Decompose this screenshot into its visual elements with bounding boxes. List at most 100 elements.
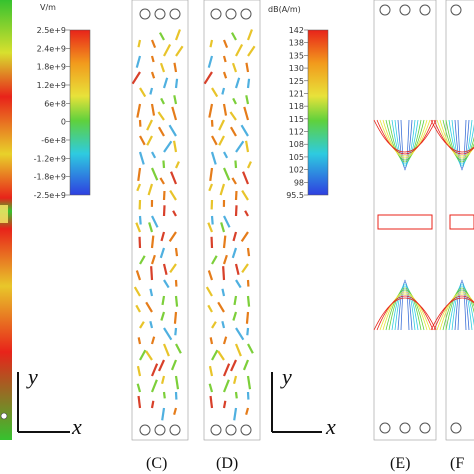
contour-line-3 [397, 281, 413, 331]
field-arrow-27 [240, 124, 249, 137]
field-arrow-62 [163, 279, 170, 289]
contour-line-15 [436, 293, 474, 331]
colorbar-right-tick-7: 115 [289, 115, 304, 124]
colorbar-right-tick-10: 105 [289, 153, 304, 162]
field-arrow-85 [222, 363, 231, 377]
field-arrow-64 [133, 286, 141, 297]
field-arrow-35 [246, 161, 252, 169]
field-arrow-15 [246, 78, 251, 89]
axis-label-x: x [71, 414, 82, 439]
field-arrow-61 [150, 266, 154, 281]
field-arrow-29 [151, 151, 157, 159]
field-arrow-38 [159, 177, 165, 185]
contour-line-11 [385, 289, 425, 331]
contour-line-11 [442, 289, 474, 331]
field-arrow-65 [149, 288, 154, 297]
field-arrow-35 [174, 161, 180, 169]
field-arrow-6 [235, 44, 244, 57]
colorbar-left-tick-3: 1.2e+9 [37, 81, 66, 90]
field-arrow-58 [162, 263, 168, 276]
field-arrow-39 [170, 171, 178, 185]
colorbar-left-tick-1: 2.4e+9 [37, 44, 66, 53]
field-arrow-83 [242, 359, 250, 371]
field-arrow-82 [158, 359, 166, 372]
field-arrow-64 [205, 286, 213, 297]
field-arrow-70 [160, 311, 166, 321]
field-arrow-5 [150, 55, 155, 63]
colorbar-right-tick-0: 142 [289, 26, 304, 35]
field-arrow-23 [171, 106, 178, 121]
colorbar-left-tick-8: -1.8e+9 [34, 173, 66, 182]
contour-hotspot [377, 214, 433, 230]
field-arrow-18 [232, 97, 237, 105]
field-arrow-60 [135, 270, 142, 281]
contour-line-0 [457, 119, 467, 171]
field-arrow-31 [172, 140, 178, 153]
colorbar-right-tick-8: 112 [289, 128, 304, 137]
colorbar-unit-right: dB(A/m) [268, 5, 301, 14]
axis-label-x-2: x [325, 414, 336, 439]
field-arrow-69 [145, 301, 153, 313]
field-arrow-13 [149, 87, 154, 95]
field-arrow-80 [139, 349, 147, 361]
field-arrow-54 [159, 247, 166, 259]
field-strip-b [0, 0, 12, 440]
field-arrow-15 [174, 78, 179, 89]
panel-label-f: (F [450, 455, 464, 472]
field-arrow-73 [221, 321, 226, 329]
field-arrow-21 [146, 119, 153, 131]
field-arrow-24 [139, 135, 146, 146]
panel-e [373, 0, 437, 441]
axis-label-y: y [26, 364, 38, 389]
port-circles-c [139, 8, 181, 436]
field-arrow-16 [208, 103, 214, 118]
field-arrow-93 [222, 400, 227, 409]
arrow-field-c [131, 29, 184, 421]
port-circles-e [379, 4, 431, 434]
panel-label-d: (D) [216, 455, 238, 472]
field-arrow-76 [137, 337, 142, 345]
arrow-field-d [203, 29, 256, 421]
contour-line-9 [388, 287, 422, 331]
field-arrow-44 [210, 215, 214, 225]
colorbar-right-tick-13: 95.5 [286, 191, 304, 200]
contour-hotspot [449, 214, 474, 230]
field-arrow-82 [230, 359, 238, 372]
field-arrow-30 [235, 140, 245, 153]
field-arrow-22 [157, 111, 165, 121]
field-arrow-46 [162, 205, 166, 217]
field-arrow-66 [233, 295, 238, 306]
field-arrow-67 [174, 295, 179, 307]
field-arrow-59 [169, 263, 177, 274]
colorbar-gradient-left [69, 29, 91, 196]
field-arrow-46 [234, 205, 238, 217]
field-arrow-8 [203, 71, 213, 85]
field-arrow-33 [150, 167, 159, 181]
field-arrow-54 [231, 247, 238, 259]
field-arrow-6 [163, 44, 172, 57]
field-arrow-48 [135, 222, 142, 233]
field-arrow-58 [234, 263, 240, 276]
axis-indicator-left: y x [17, 364, 82, 439]
field-arrow-36 [208, 183, 214, 192]
contour-line-5 [394, 283, 416, 331]
field-arrow-49 [220, 222, 226, 233]
field-arrow-47 [244, 210, 249, 217]
field-arrow-71 [245, 311, 250, 324]
field-arrow-57 [150, 254, 156, 265]
contour-line-10 [385, 119, 425, 161]
contour-line-4 [451, 119, 473, 167]
field-arrow-79 [175, 343, 182, 354]
contour-line-6 [448, 119, 474, 165]
contour-line-3 [454, 281, 470, 331]
contour-line-7 [391, 285, 419, 331]
colorbar-right-tick-3: 130 [289, 64, 304, 73]
colorbar-right-tick-9: 108 [289, 140, 304, 149]
field-arrow-66 [161, 295, 166, 306]
contour-line-1 [457, 279, 467, 331]
field-arrow-84 [208, 365, 214, 377]
field-arrow-81 [145, 350, 153, 361]
field-arrow-7 [247, 45, 256, 57]
field-arrow-10 [231, 62, 238, 73]
